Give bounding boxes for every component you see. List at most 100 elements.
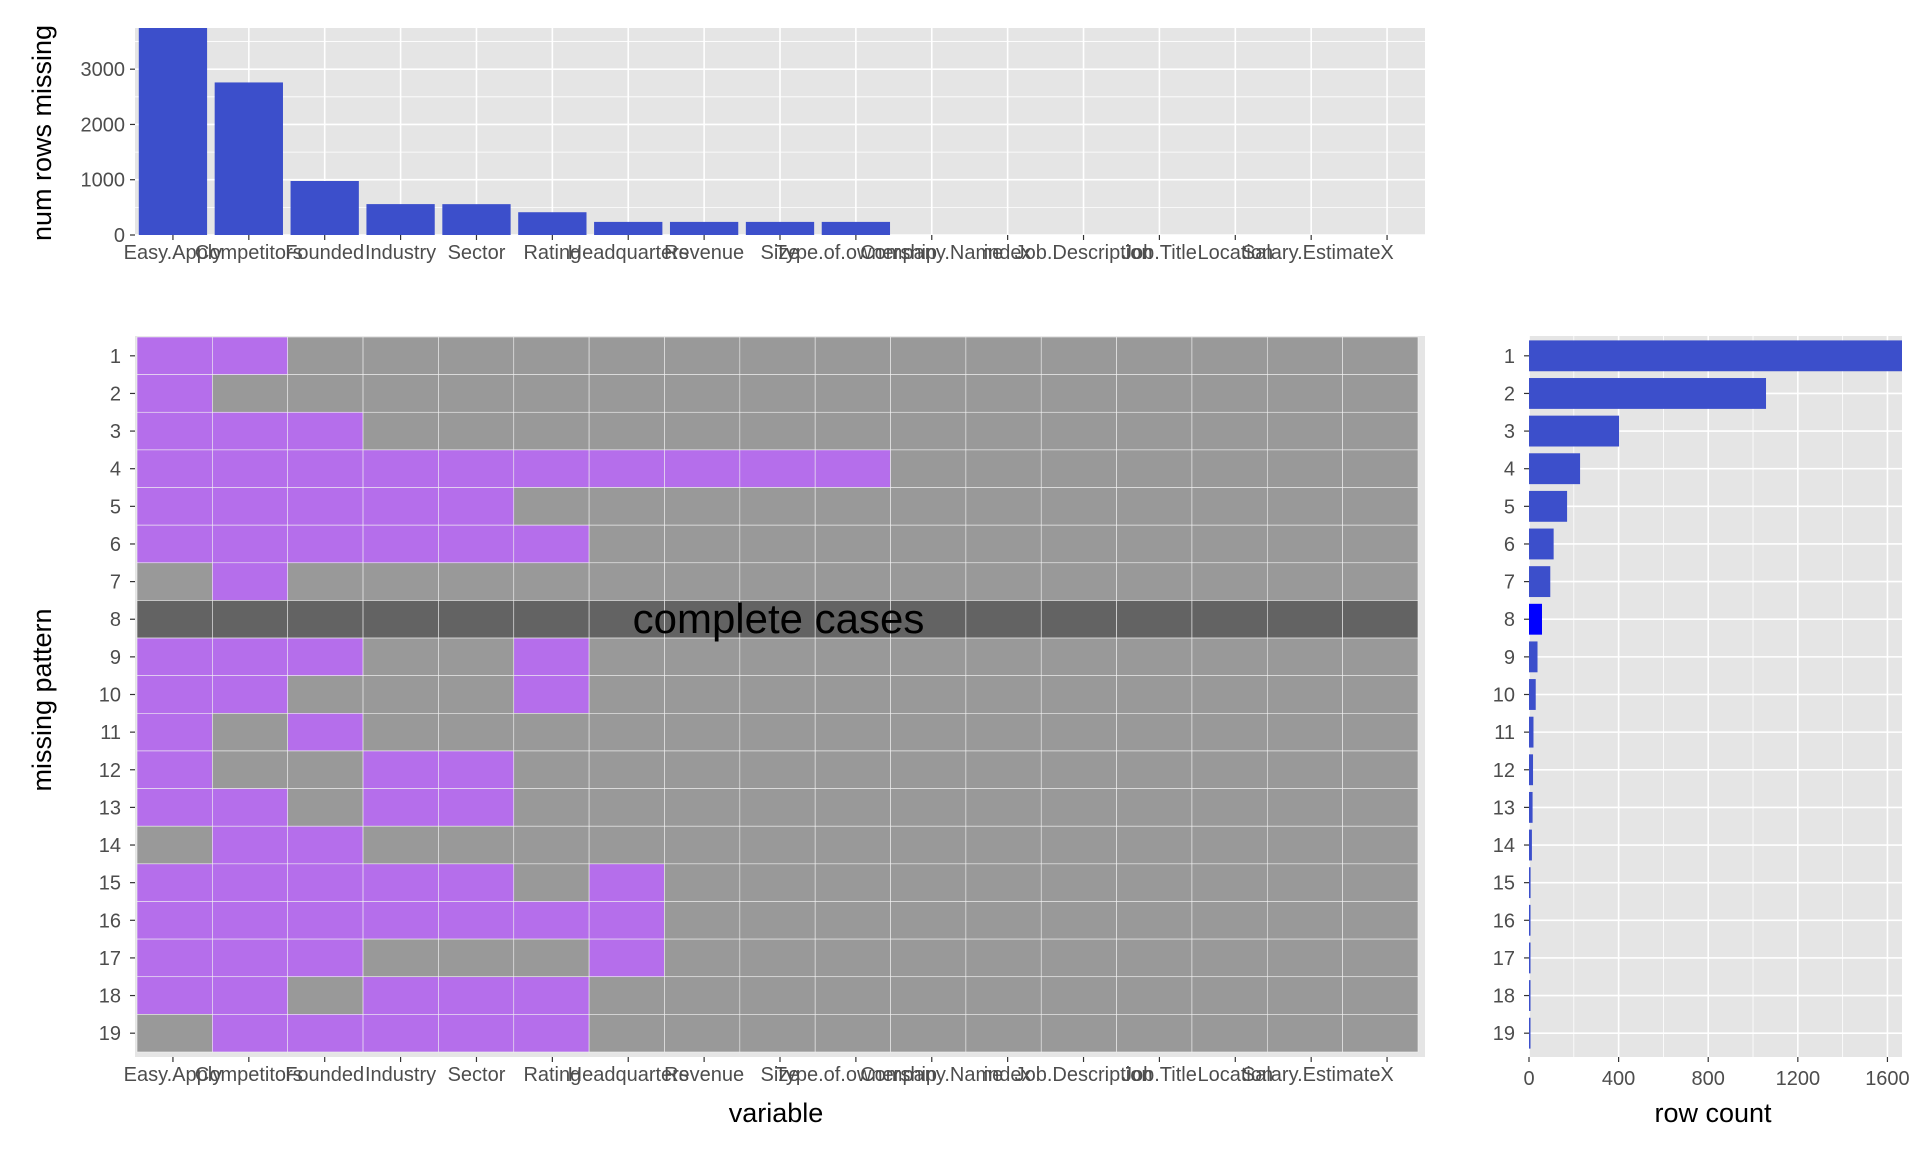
present-cell: [814, 713, 891, 752]
present-cell: [739, 750, 816, 789]
missing-cell: [513, 1014, 590, 1053]
missing-cell: [513, 675, 590, 714]
present-cell: [814, 675, 891, 714]
present-cell: [890, 411, 967, 451]
missing-cell: [438, 788, 515, 827]
top-y-tick-label: 0: [114, 225, 125, 247]
heatmap-y-tick-label: 2: [110, 383, 121, 405]
present-cell: [890, 750, 967, 789]
top-x-tick-label: Competitors: [195, 242, 303, 264]
complete-cases-annotation: complete cases: [633, 595, 925, 642]
present-cell: [814, 336, 891, 375]
missing-cell: [136, 336, 213, 375]
present-cell: [965, 637, 1042, 676]
row-count-bar: [1529, 490, 1568, 522]
present-cell: [588, 637, 665, 676]
heatmap-y-tick-label: 7: [110, 572, 121, 594]
top-x-tick-label: Company.Name: [860, 242, 1003, 264]
top-y-tick-label: 2000: [81, 114, 126, 136]
right-y-tick-label: 1: [1504, 346, 1515, 368]
row-count-bar: [1529, 453, 1581, 485]
present-cell: [1191, 411, 1268, 451]
present-cell: [739, 411, 816, 451]
row-count-bar: [1529, 791, 1533, 823]
present-cell: [287, 374, 364, 413]
present-cell: [890, 637, 967, 676]
present-cell: [1040, 901, 1117, 940]
heatmap-y-tick-label: 14: [99, 835, 121, 857]
present-cell: [1116, 600, 1193, 639]
present-cell: [588, 524, 665, 564]
row-count-bar: [1529, 415, 1620, 447]
missing-cell: [212, 336, 289, 375]
present-cell: [1266, 863, 1343, 902]
present-cell: [1191, 562, 1268, 601]
present-cell: [1116, 901, 1193, 940]
present-cell: [739, 675, 816, 714]
present-cell: [965, 1014, 1042, 1053]
present-cell: [814, 825, 891, 865]
top-x-tick-label: Headquarters: [568, 242, 689, 264]
present-cell: [1342, 449, 1419, 488]
top-x-tick-label: index: [984, 242, 1032, 264]
heatmap-x-tick-label: Salary.Estimate: [1242, 1064, 1381, 1086]
row-count-bar: [1529, 904, 1531, 936]
present-cell: [588, 713, 665, 752]
present-cell: [1266, 713, 1343, 752]
present-cell: [814, 901, 891, 940]
present-cell: [588, 600, 665, 639]
right-x-axis-title: row count: [1654, 1098, 1772, 1128]
heatmap-y-tick-label: 15: [99, 873, 121, 895]
present-cell: [287, 750, 364, 789]
present-cell: [664, 487, 741, 526]
missing-cell: [513, 449, 590, 488]
heatmap-x-tick-label: Company.Name: [860, 1064, 1003, 1086]
present-cell: [1266, 675, 1343, 714]
right-y-tick-label: 9: [1504, 647, 1515, 669]
present-cell: [1116, 713, 1193, 752]
present-cell: [890, 524, 967, 564]
present-cell: [664, 524, 741, 564]
missing-cell: [588, 449, 665, 488]
top-x-tick-label: X: [1380, 242, 1393, 264]
present-cell: [588, 411, 665, 451]
present-cell: [664, 1014, 741, 1053]
row-count-bar: [1529, 1017, 1531, 1049]
present-cell: [1266, 1014, 1343, 1053]
present-cell: [588, 336, 665, 375]
heatmap-y-tick-label: 8: [110, 609, 121, 631]
right-y-tick-label: 12: [1493, 760, 1515, 782]
heatmap-x-tick-label: Job.Title: [1122, 1064, 1197, 1086]
top-x-tick-label: Sector: [448, 242, 506, 264]
heatmap-x-tick-label: Competitors: [195, 1064, 303, 1086]
missing-cell: [136, 487, 213, 526]
present-cell: [739, 524, 816, 564]
missing-cell: [287, 487, 364, 526]
present-cell: [1342, 562, 1419, 601]
missing-cell: [362, 750, 439, 789]
present-cell: [588, 825, 665, 865]
present-cell: [1191, 750, 1268, 789]
top-bar: [518, 212, 587, 235]
heatmap-x-tick-label: Industry: [365, 1064, 436, 1086]
present-cell: [1191, 449, 1268, 488]
heatmap-x-tick-label: Size: [761, 1064, 800, 1086]
top-bar: [745, 221, 815, 235]
missing-cell: [136, 713, 213, 752]
present-cell: [1266, 374, 1343, 413]
heatmap-y-tick-label: 5: [110, 496, 121, 518]
present-cell: [212, 600, 289, 639]
missing-pattern-heatmap: complete cases12345678910111213141516171…: [99, 336, 1425, 1086]
row-count-bar: [1529, 603, 1542, 635]
present-cell: [1191, 675, 1268, 714]
present-cell: [1191, 863, 1268, 902]
right-y-tick-label: 6: [1504, 534, 1515, 556]
right-y-tick-label: 13: [1493, 797, 1515, 819]
heatmap-x-tick-label: Sector: [448, 1064, 506, 1086]
missing-cell: [438, 449, 515, 488]
missing-cell: [513, 976, 590, 1015]
present-cell: [1266, 449, 1343, 488]
present-cell: [1191, 976, 1268, 1015]
heatmap-x-tick-label: Location: [1197, 1064, 1273, 1086]
heatmap-y-tick-label: 17: [99, 948, 121, 970]
